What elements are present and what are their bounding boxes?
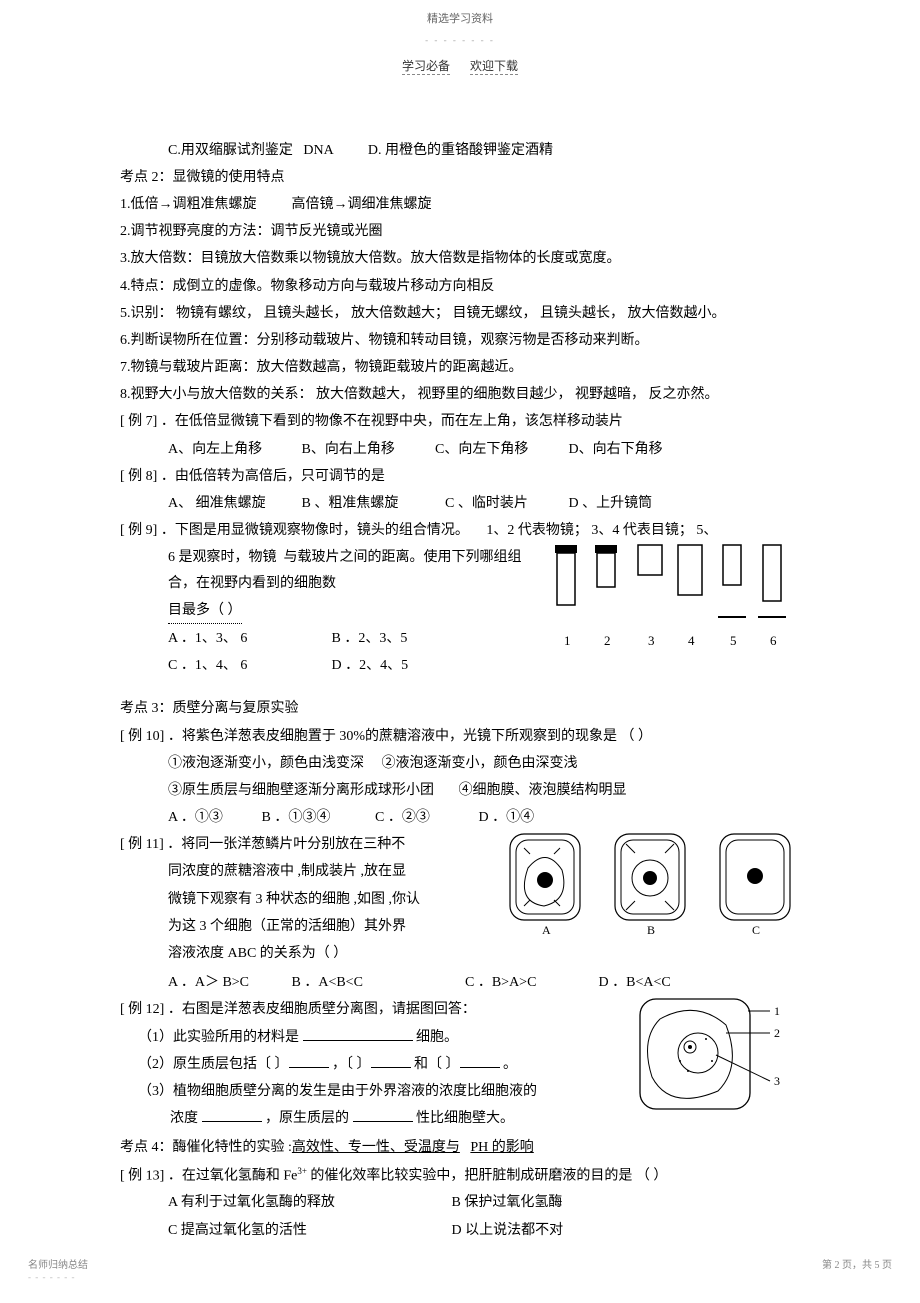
svg-text:1: 1: [774, 1004, 780, 1018]
lens-diagram: 1 2 3 4 5 6: [540, 535, 800, 664]
lens-label-4: 4: [688, 633, 695, 648]
lens-label-6: 6: [770, 633, 777, 648]
header-dots: - - - - - - - -: [120, 32, 800, 48]
header-top: 精选学习资料: [120, 10, 800, 30]
example-10-options: A ．①③ B ．①③④ C ．②③ D ．①④: [120, 805, 800, 830]
prev-options-cd: C.用双缩脲试剂鉴定 DNA D. 用橙色的重铬酸钾鉴定酒精: [120, 138, 800, 163]
svg-text:A: A: [542, 923, 551, 937]
topic-2-item-7: 7.物镜与载玻片距离：放大倍数越高，物镜距载玻片的距离越近。: [120, 355, 800, 380]
header-sub-right: 欢迎下载: [470, 59, 518, 75]
svg-text:B: B: [647, 923, 655, 937]
footer-right: 第 2 页，共 5 页: [822, 1257, 892, 1275]
topic-2-item-4: 4.特点：成倒立的虚像。物象移动方向与载玻片移动方向相反: [120, 274, 800, 299]
topic-2-item-2: 2.调节视野亮度的方法：调节反光镜或光圈: [120, 219, 800, 244]
topic-2-item-8: 8.视野大小与放大倍数的关系： 放大倍数越大， 视野里的细胞数目越少， 视野越暗…: [120, 382, 800, 407]
example-13-options-ab: A 有利于过氧化氢酶的释放 B 保护过氧化氢酶: [120, 1190, 800, 1215]
example-9-stem-1: [ 例 9] ．下图是用显微镜观察物像时，镜头的组合情况。 1、2 代表物镜； …: [120, 518, 800, 543]
example-13-stem: [ 例 13] ．在过氧化氢酶和 Fe3+ 的催化效率比较实验中，把肝脏制成研磨…: [120, 1163, 800, 1189]
svg-text:3: 3: [774, 1074, 780, 1088]
topic-2-item-3: 3.放大倍数：目镜放大倍数乘以物镜放大倍数。放大倍数是指物体的长度或宽度。: [120, 246, 800, 271]
example-13-options-cd: C 提高过氧化氢的活性 D 以上说法都不对: [120, 1218, 800, 1243]
example-10-o34: ③原生质层与细胞壁逐渐分离形成球形小团 ④细胞膜、液泡膜结构明显: [120, 778, 800, 803]
header-sub-left: 学习必备: [402, 59, 450, 75]
lens-label-2: 2: [604, 633, 611, 648]
topic-2-item-6: 6.判断误物所在位置：分别移动载玻片、物镜和转动目镜，观察污物是否移动来判断。: [120, 328, 800, 353]
topic-4-title: 考点 4：酶催化特性的实验 :高效性、专一性、受温度与 PH 的影响: [120, 1135, 800, 1160]
topic-2-item-5: 5.识别： 物镜有螺纹， 且镜头越长， 放大倍数越大； 目镜无螺纹， 且镜头越长…: [120, 301, 800, 326]
lens-label-5: 5: [730, 633, 737, 648]
topic-3-title: 考点 3：质壁分离与复原实验: [120, 696, 800, 721]
footer-dots: - - - - - - -: [28, 1269, 75, 1285]
example-7-options: A、向左上角移 B、向右上角移 C、向左下角移 D、向右下角移: [120, 437, 800, 462]
example-10-o12: ①液泡逐渐变小，颜色由浅变深 ②液泡逐渐变小，颜色由深变浅: [120, 751, 800, 776]
plasmolysis-figure: 1 2 3: [630, 991, 790, 1130]
example-8-options: A、 细准焦螺旋 B 、粗准焦螺旋 C 、临时装片 D 、上升镜筒: [120, 491, 800, 516]
topic-2-title: 考点 2：显微镜的使用特点: [120, 165, 800, 190]
topic-2-item-1: 1.低倍→调粗准焦螺旋 高倍镜→调细准焦螺旋: [120, 192, 800, 217]
lens-label-1: 1: [564, 633, 571, 648]
svg-text:C: C: [752, 923, 760, 937]
header-sub: 学习必备 欢迎下载: [120, 56, 800, 78]
svg-text:2: 2: [774, 1026, 780, 1040]
example-8-stem: [ 例 8] ．由低倍转为高倍后，只可调节的是: [120, 464, 800, 489]
example-10-stem: [ 例 10] ．将紫色洋葱表皮细胞置于 30%的蔗糖溶液中，光镜下所观察到的现…: [120, 724, 800, 749]
lens-label-3: 3: [648, 633, 655, 648]
example-7-stem: [ 例 7] ．在低倍显微镜下看到的物像不在视野中央，而在左上角，该怎样移动装片: [120, 409, 800, 434]
cells-abc-figure: A B C: [500, 828, 800, 947]
